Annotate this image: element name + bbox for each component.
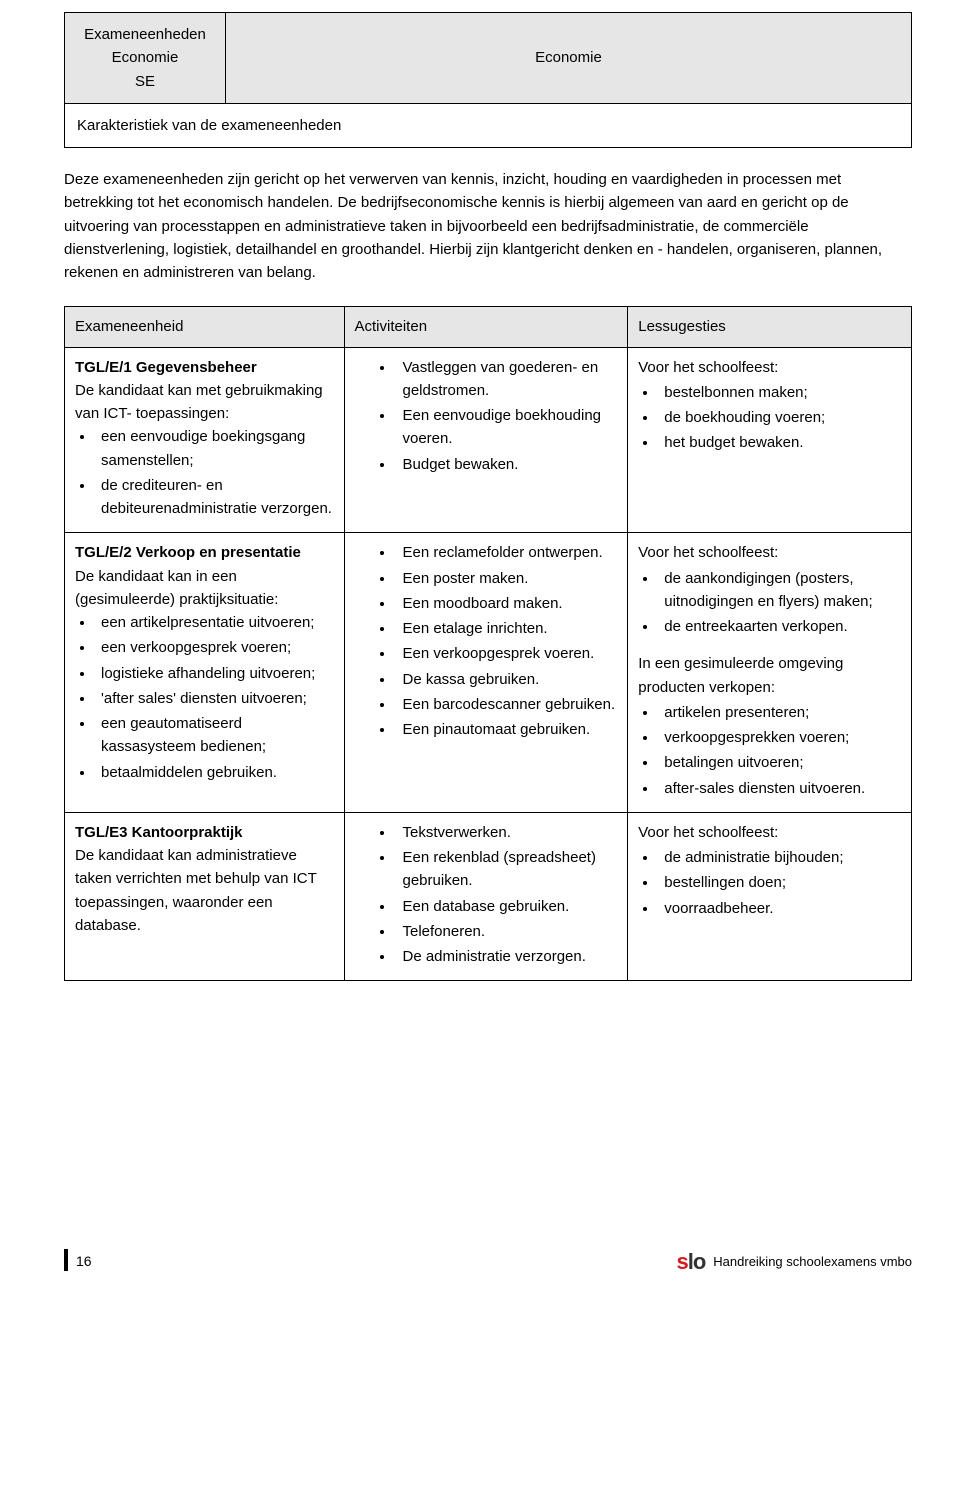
list-item: bestellingen doen; [658,871,901,894]
header-subtitle-cell: Karakteristiek van de exameneenheden [65,103,912,147]
header-subtitle: Karakteristiek van de exameneenheden [77,117,341,134]
suggestions-cell: Voor het schoolfeest: de aankondigingen … [628,533,912,813]
list-item: de administratie bijhouden; [658,846,901,869]
list-item: een geautomatiseerd kassasysteem bediene… [95,712,334,759]
page-number: 16 [76,1251,92,1273]
unit-title: TGL/E/2 Verkoop en presentatie [75,544,301,561]
header-left-line: Exameneenheden [77,23,213,46]
list-item: Een poster maken. [395,567,618,590]
list-item: De kassa gebruiken. [395,668,618,691]
list-item: Een pinautomaat gebruiken. [395,718,618,741]
footer-text: Handreiking schoolexamens vmbo [713,1252,912,1272]
unit-bullets: een artikelpresentatie uitvoeren; een ve… [75,611,334,784]
list-item: de entreekaarten verkopen. [658,615,901,638]
list-item: Een eenvoudige boekhouding voeren. [395,404,618,451]
sugg-lead: Voor het schoolfeest: [638,356,901,379]
list-item: Een barcodescanner gebruiken. [395,693,618,716]
list-item: Een moodboard maken. [395,592,618,615]
list-item: verkoopgesprekken voeren; [658,726,901,749]
list-item: de crediteuren- en debiteurenadministrat… [95,474,334,521]
activities-bullets: Vastleggen van goederen- en geldstromen.… [355,356,618,476]
activities-bullets: Tekstverwerken. Een rekenblad (spreadshe… [355,821,618,969]
exam-unit-cell: TGL/E/1 Gegevensbeheer De kandidaat kan … [65,347,345,533]
table-row: TGL/E3 Kantoorpraktijk De kandidaat kan … [65,812,912,981]
col-header-sugg: Lessugesties [628,307,912,347]
col-header-acts: Activiteiten [344,307,628,347]
unit-title: TGL/E3 Kantoorpraktijk [75,824,243,841]
activities-bullets: Een reclamefolder ontwerpen. Een poster … [355,541,618,741]
suggestions-cell: Voor het schoolfeest: de administratie b… [628,812,912,981]
suggestions-cell: Voor het schoolfeest: bestelbonnen maken… [628,347,912,533]
list-item: Vastleggen van goederen- en geldstromen. [395,356,618,403]
logo-lo: lo [688,1249,706,1274]
content-table: Exameneenheid Activiteiten Lessugesties … [64,306,912,981]
list-item: voorraadbeheer. [658,897,901,920]
header-left-line: Economie [77,46,213,69]
list-item: after-sales diensten uitvoeren. [658,777,901,800]
list-item: Een rekenblad (spreadsheet) gebruiken. [395,846,618,893]
footer-bar-icon [64,1249,68,1271]
unit-bullets: een eenvoudige boekingsgang samenstellen… [75,425,334,520]
list-item: een eenvoudige boekingsgang samenstellen… [95,425,334,472]
header-table: Exameneenheden Economie SE Economie Kara… [64,12,912,148]
unit-lead: De kandidaat kan in een (gesimuleerde) p… [75,565,334,612]
list-item: 'after sales' diensten uitvoeren; [95,687,334,710]
activities-cell: Tekstverwerken. Een rekenblad (spreadshe… [344,812,628,981]
list-item: De administratie verzorgen. [395,945,618,968]
activities-cell: Een reclamefolder ontwerpen. Een poster … [344,533,628,813]
list-item: Een reclamefolder ontwerpen. [395,541,618,564]
intro-text: Deze exameneenheden zijn gericht op het … [64,168,912,284]
list-item: bestelbonnen maken; [658,381,901,404]
sugg-bullets: de administratie bijhouden; bestellingen… [638,846,901,920]
sugg-lead2: In een gesimuleerde omgeving producten v… [638,652,901,699]
list-item: een artikelpresentatie uitvoeren; [95,611,334,634]
header-left-line: SE [77,70,213,93]
intro-paragraph: Deze exameneenheden zijn gericht op het … [64,168,912,284]
unit-lead: De kandidaat kan met gebruikmaking van I… [75,379,334,426]
header-right-cell: Economie [225,13,911,104]
table-header-row: Exameneenheid Activiteiten Lessugesties [65,307,912,347]
footer-right: slo Handreiking schoolexamens vmbo [676,1245,912,1279]
list-item: artikelen presenteren; [658,701,901,724]
unit-title: TGL/E/1 Gegevensbeheer [75,359,257,376]
exam-unit-cell: TGL/E/2 Verkoop en presentatie De kandid… [65,533,345,813]
list-item: Tekstverwerken. [395,821,618,844]
slo-logo-icon: slo [676,1245,705,1279]
list-item: de boekhouding voeren; [658,406,901,429]
sugg-bullets: bestelbonnen maken; de boekhouding voere… [638,381,901,455]
page: Exameneenheden Economie SE Economie Kara… [0,0,960,1305]
activities-cell: Vastleggen van goederen- en geldstromen.… [344,347,628,533]
unit-lead: De kandidaat kan administratieve taken v… [75,844,334,937]
list-item: logistieke afhandeling uitvoeren; [95,662,334,685]
sugg-bullets2: artikelen presenteren; verkoopgesprekken… [638,701,901,800]
table-row: TGL/E/2 Verkoop en presentatie De kandid… [65,533,912,813]
header-right-text: Economie [535,49,602,66]
logo-s: s [676,1249,687,1274]
list-item: Een etalage inrichten. [395,617,618,640]
list-item: Budget bewaken. [395,453,618,476]
header-left-cell: Exameneenheden Economie SE [65,13,226,104]
exam-unit-cell: TGL/E3 Kantoorpraktijk De kandidaat kan … [65,812,345,981]
list-item: betalingen uitvoeren; [658,751,901,774]
list-item: het budget bewaken. [658,431,901,454]
sugg-bullets: de aankondigingen (posters, uitnodiginge… [638,567,901,639]
list-item: Telefoneren. [395,920,618,943]
col-header-exam: Exameneenheid [65,307,345,347]
list-item: de aankondigingen (posters, uitnodiginge… [658,567,901,614]
list-item: Een verkoopgesprek voeren. [395,642,618,665]
list-item: een verkoopgesprek voeren; [95,636,334,659]
list-item: betaalmiddelen gebruiken. [95,761,334,784]
sugg-lead: Voor het schoolfeest: [638,821,901,844]
page-footer: 16 slo Handreiking schoolexamens vmbo [64,1241,912,1281]
list-item: Een database gebruiken. [395,895,618,918]
sugg-lead: Voor het schoolfeest: [638,541,901,564]
table-row: TGL/E/1 Gegevensbeheer De kandidaat kan … [65,347,912,533]
